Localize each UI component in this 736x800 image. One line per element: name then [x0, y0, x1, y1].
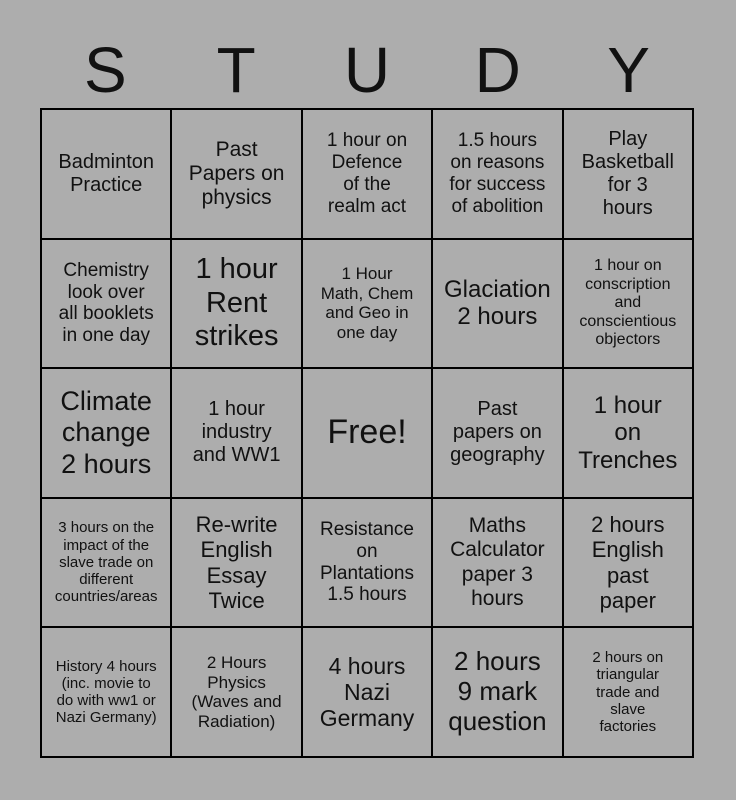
- bingo-cell-r2c4[interactable]: Glaciation 2 hours: [433, 239, 562, 368]
- bingo-grid: Badminton Practice Past Papers on physics…: [40, 108, 694, 758]
- bingo-cell-r1c2[interactable]: Past Papers on physics: [172, 110, 301, 238]
- bingo-cell-r5c4[interactable]: 2 hours 9 mark question: [433, 628, 562, 756]
- title-letter-s: S: [84, 34, 127, 106]
- title-letter-u: U: [343, 34, 391, 106]
- bingo-cell-free[interactable]: Free!: [302, 369, 432, 497]
- bingo-cell-r1c1[interactable]: Badminton Practice: [42, 110, 171, 238]
- title-letter-y: Y: [607, 34, 650, 106]
- bingo-cell-r5c1[interactable]: History 4 hours (inc. movie to do with w…: [42, 628, 171, 756]
- bingo-cell-r5c2[interactable]: 2 Hours Physics (Waves and Radiation): [172, 628, 301, 756]
- bingo-cell-r4c1[interactable]: 3 hours on the impact of the slave trade…: [42, 498, 171, 627]
- bingo-cell-r1c3[interactable]: 1 hour on Defence of the realm act: [302, 110, 432, 238]
- title-letter-d: D: [474, 34, 521, 106]
- bingo-cell-r4c2[interactable]: Re-write English Essay Twice: [172, 498, 301, 627]
- bingo-cell-r2c2[interactable]: 1 hour Rent strikes: [172, 239, 301, 368]
- bingo-cell-r3c5[interactable]: 1 hour on Trenches: [563, 369, 692, 497]
- bingo-cell-r4c4[interactable]: Maths Calculator paper 3 hours: [433, 498, 562, 627]
- bingo-cell-r2c5[interactable]: 1 hour on conscription and conscientious…: [563, 239, 692, 368]
- bingo-cell-r1c5[interactable]: Play Basketball for 3 hours: [563, 110, 692, 238]
- bingo-cell-r2c1[interactable]: Chemistry look over all booklets in one …: [42, 239, 171, 368]
- bingo-cell-r3c1[interactable]: Climate change 2 hours: [42, 369, 171, 497]
- bingo-cell-r4c3[interactable]: Resistance on Plantations 1.5 hours: [302, 498, 432, 627]
- bingo-cell-r5c3[interactable]: 4 hours Nazi Germany: [302, 628, 432, 756]
- title-letter-t: T: [216, 34, 256, 106]
- bingo-cell-r5c5[interactable]: 2 hours on triangular trade and slave fa…: [563, 628, 692, 756]
- bingo-cell-r4c5[interactable]: 2 hours English past paper: [563, 498, 692, 627]
- bingo-cell-r3c4[interactable]: Past papers on geography: [433, 369, 562, 497]
- card-title: S T U D Y: [40, 38, 694, 102]
- bingo-cell-r2c3[interactable]: 1 Hour Math, Chem and Geo in one day: [302, 239, 432, 368]
- bingo-cell-r1c4[interactable]: 1.5 hours on reasons for success of abol…: [433, 110, 562, 238]
- bingo-cell-r3c2[interactable]: 1 hour industry and WW1: [172, 369, 301, 497]
